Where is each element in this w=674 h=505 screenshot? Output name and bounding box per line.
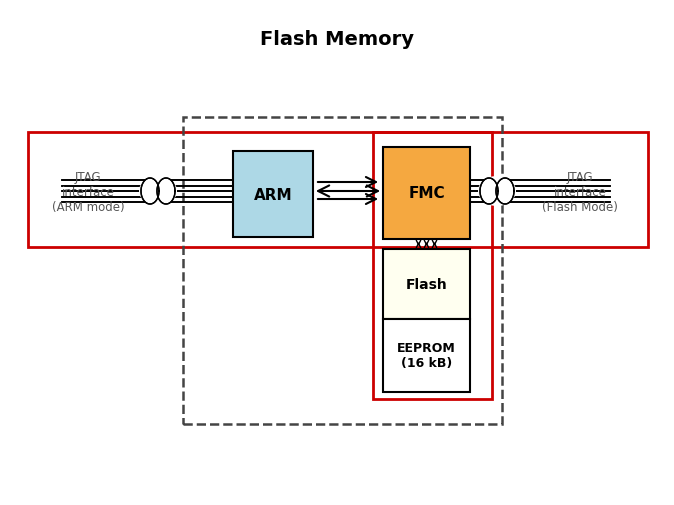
Text: JTAG
interface
(Flash Mode): JTAG interface (Flash Mode) [542,170,618,213]
Bar [233,152,313,237]
Text: JTAG
interface
(ARM mode): JTAG interface (ARM mode) [52,170,124,213]
Ellipse shape [478,177,516,207]
Bar [383,319,470,392]
Text: ARM: ARM [253,187,293,202]
Text: FMC: FMC [408,186,445,201]
Text: Flash: Flash [406,277,448,291]
Bar [383,249,470,319]
Bar [183,118,502,424]
Bar [383,147,470,239]
Text: EEPROM
(16 kB): EEPROM (16 kB) [397,342,456,370]
Bar [28,133,648,247]
Bar [373,133,492,399]
Ellipse shape [139,177,177,207]
Text: Flash Memory: Flash Memory [260,30,414,49]
